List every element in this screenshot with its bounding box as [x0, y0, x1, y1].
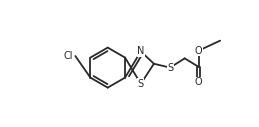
Text: O: O: [195, 46, 202, 56]
Text: S: S: [167, 63, 173, 73]
Text: O: O: [195, 77, 202, 87]
Text: N: N: [137, 46, 145, 56]
Text: S: S: [138, 79, 144, 89]
Text: Cl: Cl: [64, 51, 73, 61]
